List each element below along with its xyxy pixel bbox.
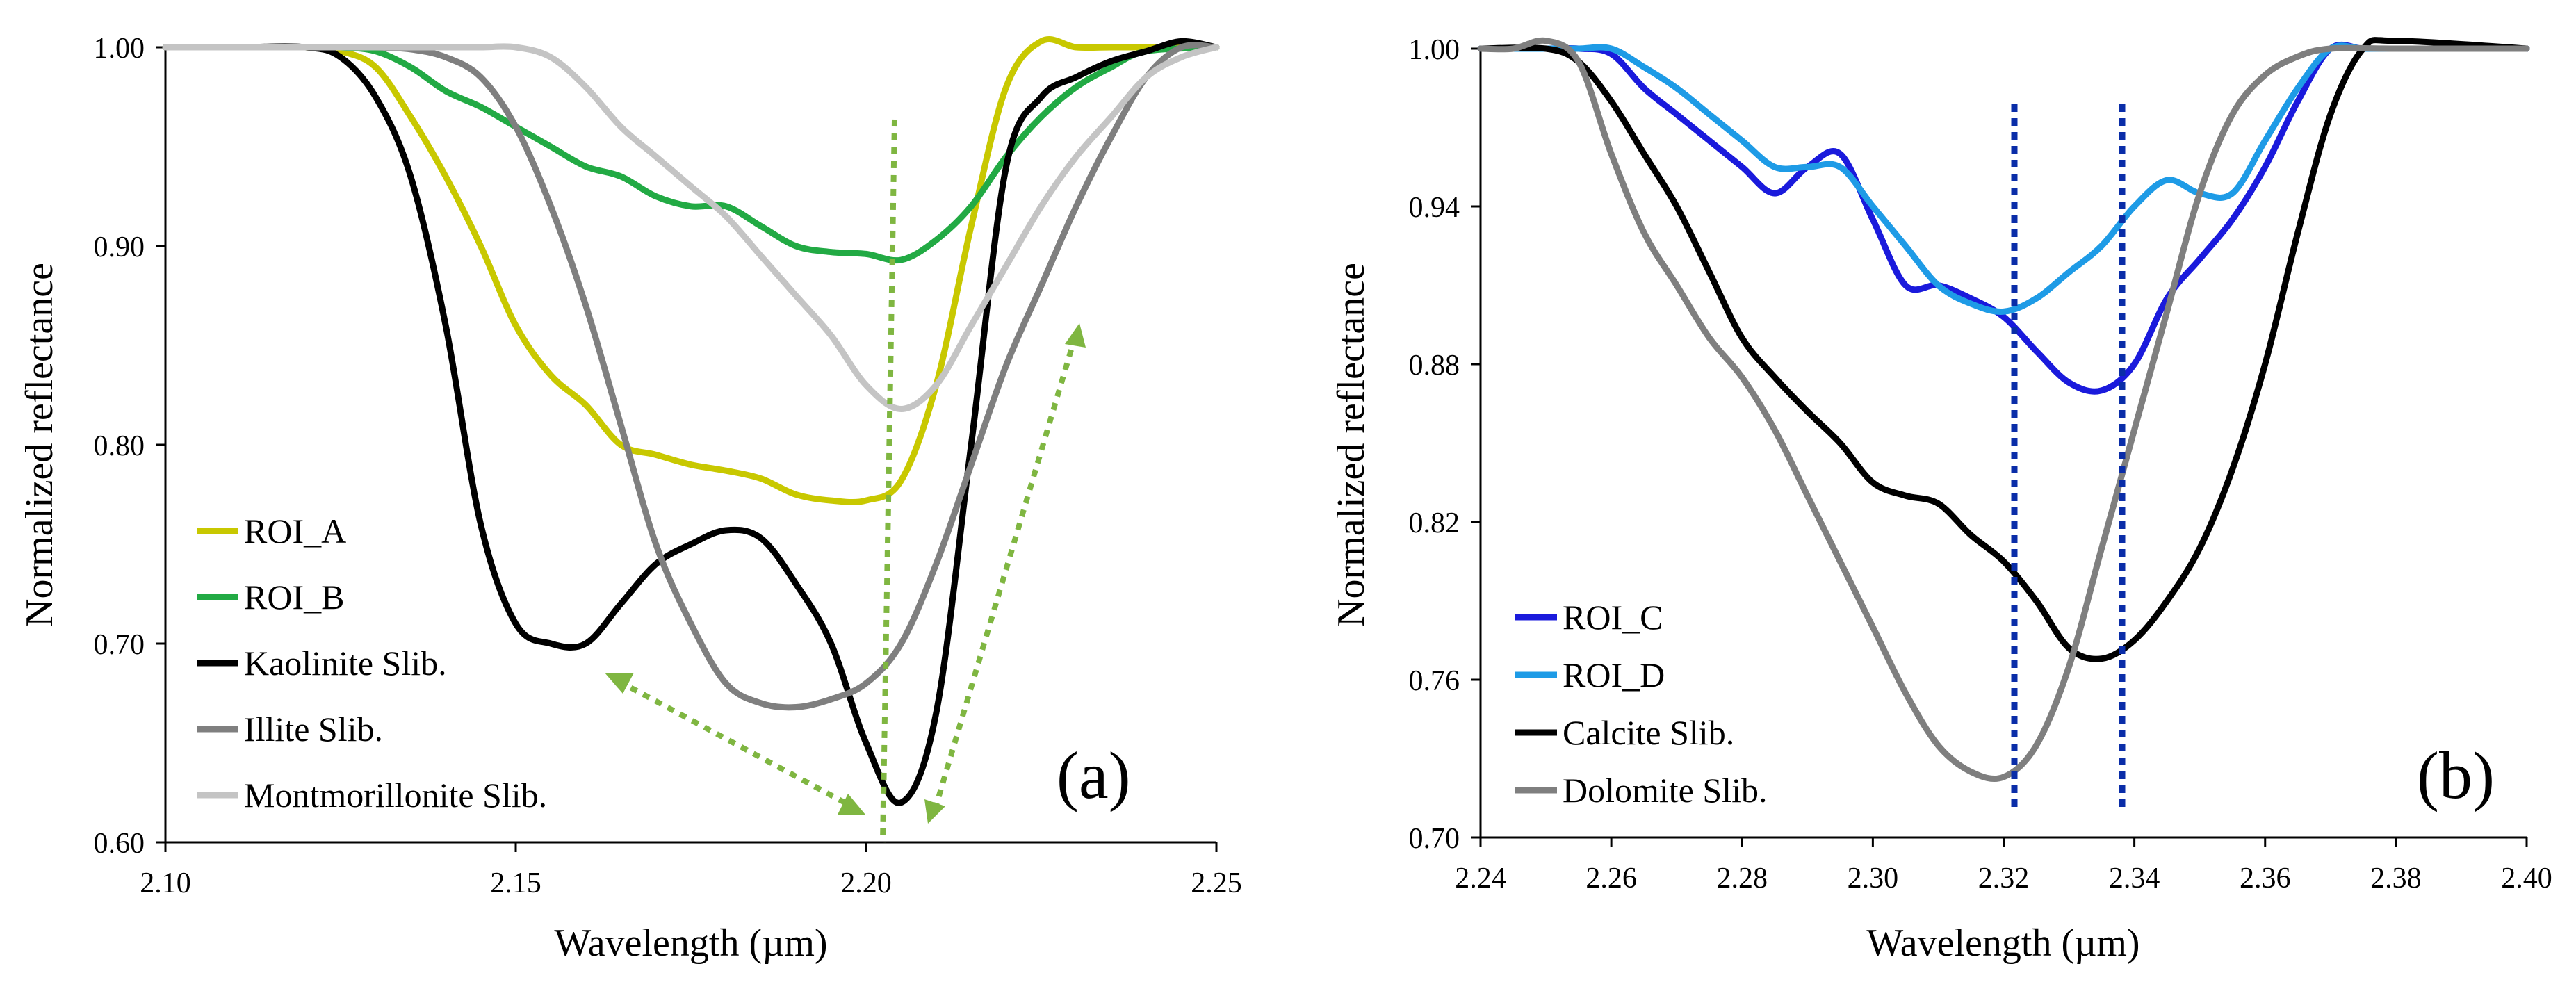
series-line-roi-d [1477, 42, 2530, 315]
panel-b-series [1477, 37, 2530, 783]
x-tick-label: 2.34 [2109, 863, 2160, 894]
panel-b-annotations [2011, 104, 2126, 813]
y-tick-label: 0.70 [94, 629, 145, 661]
y-tick-label: 0.70 [1409, 823, 1460, 855]
panel-a-arrowheads [605, 323, 1086, 824]
panel-a-label: (a) [1057, 738, 1131, 812]
panel-a-arrowhead [1065, 323, 1086, 348]
panel-b-x-axis-label: Wavelength (µm) [1866, 922, 2139, 965]
series-line-dolomite-slib [1477, 37, 2530, 783]
x-tick-label: 2.40 [2501, 863, 2552, 894]
x-tick-label: 2.25 [1191, 867, 1242, 899]
legend-entry: Illite Slib. [244, 710, 383, 749]
panel-a-arrowhead [605, 673, 634, 694]
series-line-roi-c [1477, 41, 2530, 395]
series-line-roi-b [162, 44, 1220, 264]
x-tick-label: 2.10 [140, 867, 191, 899]
panel-a-annotations [617, 119, 1077, 843]
panel-b-y-axis-label: Normalized reflectance [1330, 263, 1373, 627]
y-tick-label: 0.90 [94, 231, 145, 263]
y-tick-label: 0.88 [1409, 350, 1460, 382]
series-line-montmorillonite-slib [162, 43, 1220, 412]
legend-entry: ROI_A [244, 512, 346, 550]
x-tick-label: 2.24 [1455, 863, 1506, 894]
legend-entry: ROI_D [1563, 655, 1665, 694]
series-line-calcite-slib [1477, 37, 2530, 662]
y-tick-label: 0.94 [1409, 192, 1460, 224]
legend-entry: ROI_B [244, 578, 344, 616]
y-tick-label: 1.00 [1409, 34, 1460, 66]
x-tick-label: 2.15 [490, 867, 541, 899]
x-tick-label: 2.28 [1717, 863, 1768, 894]
x-tick-label: 2.32 [1978, 863, 2030, 894]
panel-a-y-ticks: 0.60 0.70 0.80 0.90 1.00 [94, 33, 165, 860]
panel-a-arrow-right-shaft [932, 339, 1077, 811]
panel-a-arrowhead [838, 794, 865, 815]
series-line-roi-a [162, 36, 1220, 506]
y-tick-label: 0.60 [94, 828, 145, 860]
panel-a-arrow-left-shaft [617, 678, 853, 809]
panel-a-x-ticks: 2.10 2.15 2.20 2.25 [140, 842, 1242, 899]
legend-entry: Dolomite Slib. [1563, 771, 1767, 810]
legend-entry: Calcite Slib. [1563, 713, 1734, 752]
panel-a-x-axis-label: Wavelength (µm) [554, 922, 827, 965]
panel-b-label: (b) [2417, 738, 2495, 812]
x-tick-label: 2.38 [2370, 863, 2422, 894]
x-tick-label: 2.26 [1585, 863, 1637, 894]
x-tick-label: 2.30 [1848, 863, 1899, 894]
panel-b-legend: ROI_C ROI_D Calcite Slib. Dolomite Slib. [1515, 598, 1767, 810]
y-tick-label: 0.76 [1409, 665, 1460, 697]
panel-b-x-ticks: 2.24 2.26 2.28 2.30 2.32 2.34 2.36 2.38 2.40 [1455, 837, 2552, 894]
panel-a-arrowhead [924, 799, 945, 824]
x-tick-label: 2.20 [840, 867, 892, 899]
chart-panel-b: 2.24 2.26 2.28 2.30 2.32 2.34 2.36 2.38 2.40 0.7… [1330, 34, 2552, 965]
panel-a-series [162, 36, 1220, 806]
panel-a-minimum-marker-line [880, 119, 897, 843]
chart-panel-a: 2.10 2.15 2.20 2.25 0.60 0.70 0.80 0.90 1.00 RO… [18, 33, 1242, 965]
panel-a-legend: ROI_A ROI_B Kaolinite Slib. Illite Slib. Mon… [197, 512, 547, 815]
legend-entry: Kaolinite Slib. [244, 644, 447, 683]
x-tick-label: 2.36 [2240, 863, 2291, 894]
y-tick-label: 0.82 [1409, 507, 1460, 539]
y-tick-label: 1.00 [94, 33, 145, 65]
legend-entry: Montmorillonite Slib. [244, 776, 547, 815]
panel-a-y-axis-label: Normalized reflectance [18, 263, 61, 627]
panel-b-y-ticks: 0.70 0.76 0.82 0.88 0.94 1.00 [1409, 34, 1481, 855]
y-tick-label: 0.80 [94, 430, 145, 462]
legend-entry: ROI_C [1563, 598, 1663, 637]
series-line-kaolinite-slib [162, 38, 1220, 806]
